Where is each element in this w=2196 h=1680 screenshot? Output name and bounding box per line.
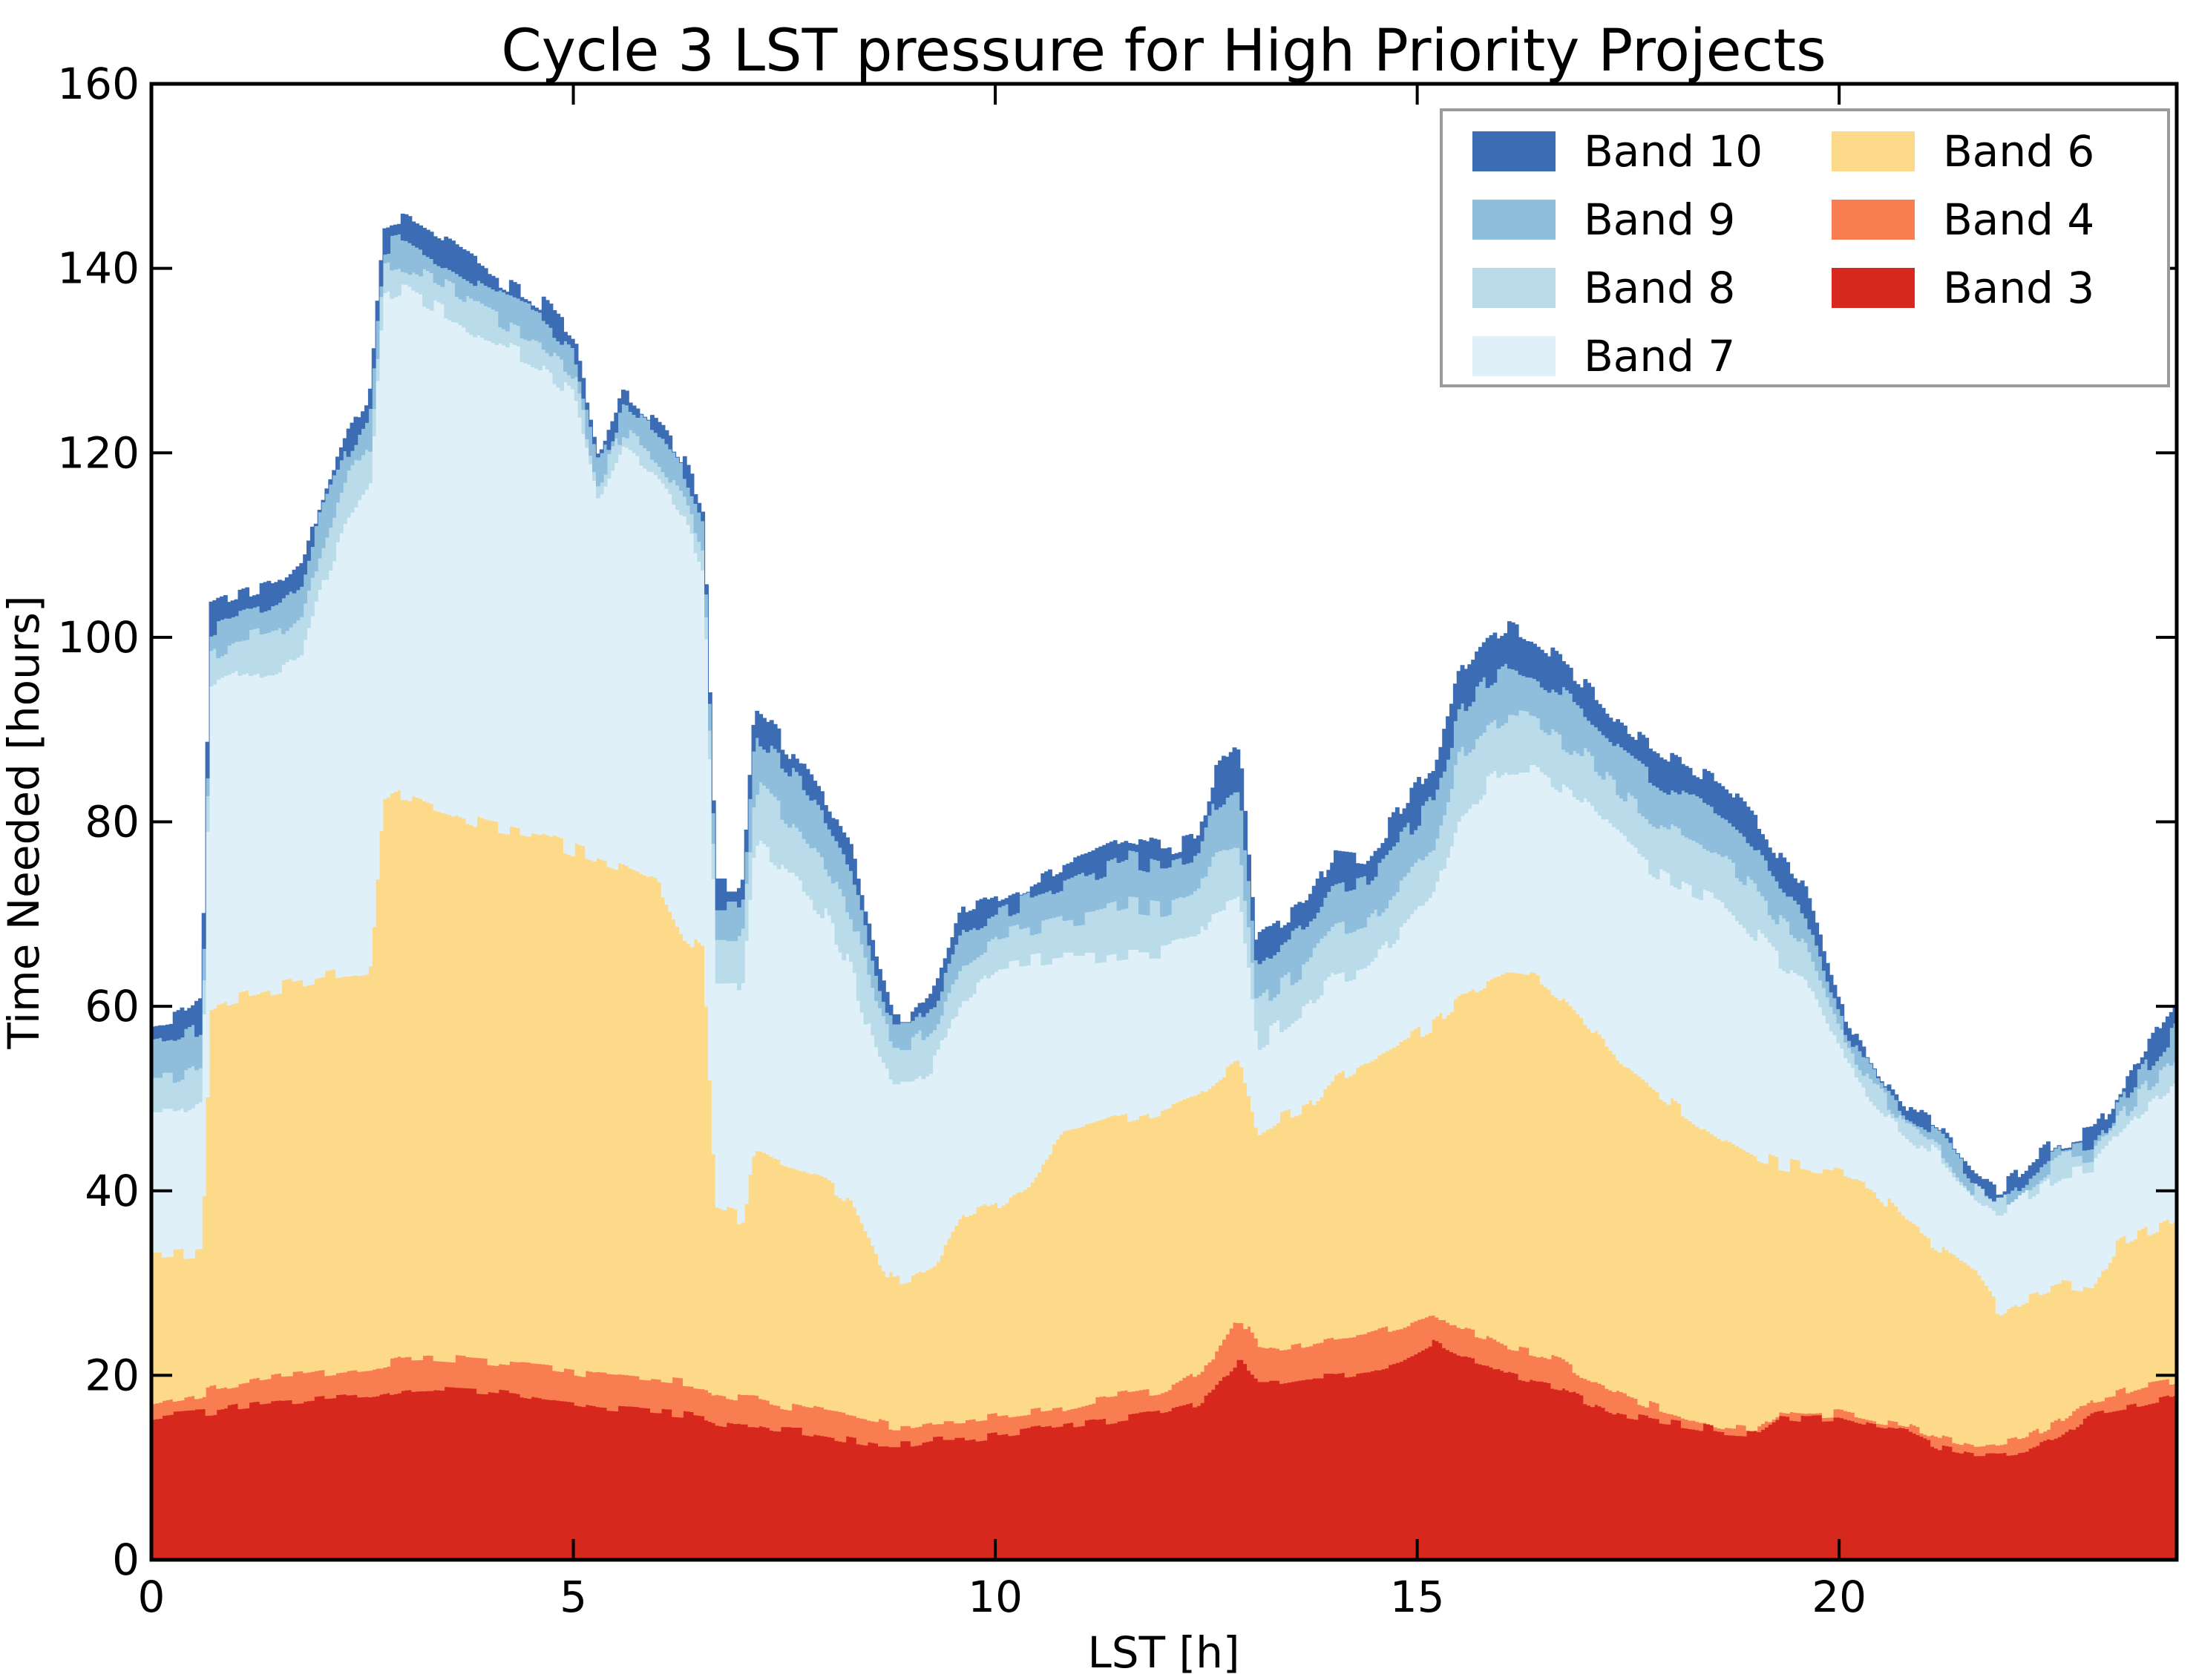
legend-label-band-6: Band 6 xyxy=(1943,126,2094,177)
legend: Band 10 Band 9 Band 8 Band 7 Band 6 Band 4 Ban… xyxy=(1440,108,2170,387)
legend-item-band-3: Band 3 xyxy=(1832,263,2094,313)
y-axis-label: Time Needed [hours] xyxy=(0,595,49,1049)
legend-item-band-6: Band 6 xyxy=(1832,126,2094,177)
legend-item-band-4: Band 4 xyxy=(1832,194,2094,245)
y-tick-label-80: 80 xyxy=(85,797,140,847)
legend-label-band-7: Band 7 xyxy=(1584,331,1735,381)
axes-frame-and-ticks xyxy=(149,82,2179,1562)
chart-title: Cycle 3 LST pressure for High Priority P… xyxy=(501,18,1826,85)
x-tick-label-5: 5 xyxy=(560,1572,587,1622)
y-tick-label-140: 140 xyxy=(57,243,140,294)
legend-swatch-band-4 xyxy=(1832,200,1915,240)
legend-swatch-band-6 xyxy=(1832,131,1915,171)
y-tick-label-0: 0 xyxy=(112,1535,140,1585)
x-tick-label-0: 0 xyxy=(138,1572,165,1622)
legend-swatch-band-10 xyxy=(1472,131,1556,171)
legend-item-band-10: Band 10 xyxy=(1472,126,1763,177)
legend-label-band-10: Band 10 xyxy=(1584,126,1763,177)
y-tick-label-60: 60 xyxy=(85,981,140,1031)
legend-label-band-8: Band 8 xyxy=(1584,263,1735,313)
legend-label-band-9: Band 9 xyxy=(1584,194,1735,245)
y-tick-label-100: 100 xyxy=(57,612,140,663)
x-tick-label-10: 10 xyxy=(968,1572,1023,1622)
legend-swatch-band-7 xyxy=(1472,336,1556,376)
y-tick-label-120: 120 xyxy=(57,427,140,478)
legend-swatch-band-3 xyxy=(1832,268,1915,308)
legend-swatch-band-9 xyxy=(1472,200,1556,240)
x-tick-label-15: 15 xyxy=(1390,1572,1445,1622)
legend-label-band-4: Band 4 xyxy=(1943,194,2094,245)
x-tick-label-20: 20 xyxy=(1812,1572,1866,1622)
y-tick-label-40: 40 xyxy=(85,1166,140,1216)
legend-item-band-7: Band 7 xyxy=(1472,331,1735,381)
legend-label-band-3: Band 3 xyxy=(1943,263,2094,313)
legend-swatch-band-8 xyxy=(1472,268,1556,308)
y-tick-label-20: 20 xyxy=(85,1350,140,1400)
stacked-areas xyxy=(151,213,2177,1561)
x-axis-label: LST [h] xyxy=(1087,1627,1239,1678)
legend-item-band-8: Band 8 xyxy=(1472,263,1735,313)
legend-item-band-9: Band 9 xyxy=(1472,194,1735,245)
tick-labels: 0 5 10 15 20 0 20 40 60 80 100 120 140 160 xyxy=(57,59,1866,1622)
y-tick-label-160: 160 xyxy=(57,59,140,109)
legend-box xyxy=(1440,108,2170,387)
